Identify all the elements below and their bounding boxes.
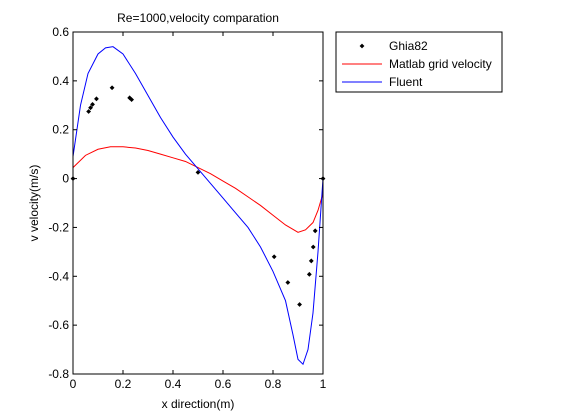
x-tick-label: 0: [70, 377, 77, 391]
legend: Ghia82 Matlab grid velocity Fluent: [335, 31, 503, 93]
chart-title: Re=1000,velocity comparation: [117, 11, 279, 25]
y-tick-label: 0: [62, 172, 69, 186]
x-ticks: 0 0.2 0.4 0.6 0.8 1: [70, 32, 327, 391]
y-tick-label: 0.6: [52, 25, 69, 39]
y-tick-label: -0.2: [48, 220, 69, 234]
x-tick-label: 0.6: [215, 377, 232, 391]
legend-label: Matlab grid velocity: [389, 57, 492, 71]
data-point-ghia82: [86, 109, 92, 114]
data-point-ghia82: [109, 85, 115, 91]
y-ticks: 0.6 0.4 0.2 0 -0.2 -0.4 -0.6 -0.8: [48, 25, 323, 381]
data-point-ghia82: [195, 169, 201, 175]
plot-area: 0 0.2 0.4 0.6 0.8 1 0.6 0.4 0.2 0 -0.2 -0.4 -0.6 -0.…: [48, 25, 326, 391]
legend-items: Ghia82 Matlab grid velocity Fluent: [342, 39, 492, 89]
series-layer: [70, 46, 326, 366]
legend-marker-sample: [359, 43, 365, 49]
y-tick-label: 0.2: [52, 123, 69, 137]
series-line-matlab-grid-velocity: [73, 146, 323, 233]
data-point-ghia82: [129, 97, 134, 102]
series-line-fluent: [73, 46, 323, 366]
axes-box: [72, 31, 324, 375]
data-point-ghia82: [285, 280, 291, 285]
y-tick-label: -0.8: [48, 367, 69, 381]
y-tick-label: -0.6: [48, 318, 69, 332]
data-point-ghia82: [94, 96, 99, 102]
y-tick-label: -0.4: [48, 269, 69, 283]
data-point-ghia82: [88, 105, 93, 111]
y-tick-label: 0.4: [52, 74, 69, 88]
data-point-ghia82: [90, 102, 95, 107]
x-tick-label: 0.2: [115, 377, 132, 391]
data-point-ghia82: [308, 258, 314, 264]
x-tick-label: 1: [320, 377, 327, 391]
y-axis-label: v velocity(m/s): [27, 165, 41, 242]
data-point-ghia82: [297, 302, 302, 307]
data-point-ghia82: [312, 228, 318, 234]
data-point-ghia82: [271, 254, 277, 260]
x-tick-label: 0.4: [165, 377, 182, 391]
legend-label: Ghia82: [389, 39, 428, 53]
legend-label: Fluent: [389, 75, 423, 89]
data-point-ghia82: [306, 271, 312, 277]
x-tick-label: 0.8: [265, 377, 282, 391]
data-point-ghia82: [310, 244, 316, 250]
x-axis-label: x direction(m): [162, 397, 235, 411]
data-point-ghia82: [127, 95, 133, 101]
